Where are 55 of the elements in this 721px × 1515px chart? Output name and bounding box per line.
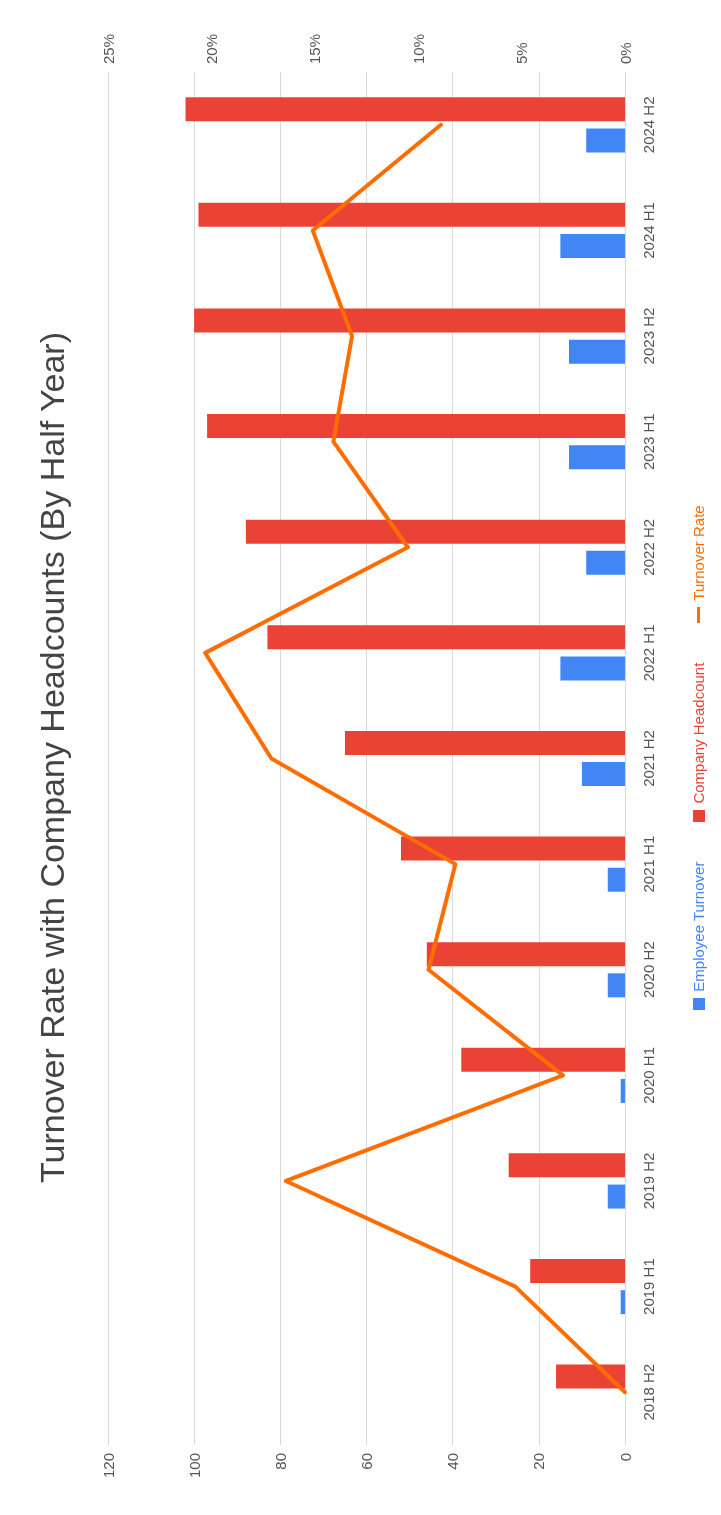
bar bbox=[560, 234, 625, 259]
x-tick-label: 80 bbox=[271, 1453, 289, 1470]
bar bbox=[620, 1290, 625, 1315]
bar bbox=[607, 1184, 625, 1209]
y-tick-label: 2019 H1 bbox=[640, 1258, 657, 1315]
text: Turnover Rate bbox=[690, 505, 707, 601]
y-tick-label: 2018 H2 bbox=[640, 1363, 657, 1421]
bar bbox=[400, 836, 625, 861]
y-tick-label: 2022 H1 bbox=[640, 624, 657, 682]
y-tick-label: 2024 H1 bbox=[640, 202, 657, 259]
bar bbox=[560, 656, 625, 681]
y-tick-label: 2020 H2 bbox=[640, 941, 657, 999]
bar bbox=[245, 519, 625, 544]
bar bbox=[508, 1153, 625, 1178]
bar bbox=[607, 973, 625, 998]
bar bbox=[581, 762, 625, 787]
text: Employee Turnover bbox=[690, 861, 707, 992]
x-tick-label: 120 bbox=[99, 1453, 117, 1479]
y-tick-label: 2022 H2 bbox=[640, 518, 657, 576]
bar bbox=[426, 942, 625, 967]
x-tick-label: 100 bbox=[185, 1453, 203, 1479]
text: Company Headcount bbox=[690, 662, 707, 804]
bar bbox=[556, 1364, 625, 1389]
bar bbox=[586, 550, 625, 575]
bar bbox=[198, 202, 625, 227]
bar bbox=[461, 1047, 625, 1072]
bar bbox=[620, 1078, 625, 1103]
x2-tick-label: 5% bbox=[513, 42, 531, 64]
bar bbox=[194, 308, 625, 333]
bar bbox=[568, 445, 625, 470]
bar bbox=[207, 414, 625, 439]
text: Turnover Rate with Company Headcounts (By Half Year) bbox=[33, 331, 71, 1184]
bar bbox=[607, 867, 625, 892]
bar bbox=[185, 97, 625, 122]
x-tick-label: 60 bbox=[358, 1453, 375, 1470]
y-tick-label: 2023 H2 bbox=[640, 307, 657, 365]
y-tick-label: 2024 H2 bbox=[640, 96, 657, 154]
x2-tick-label: 15% bbox=[306, 33, 324, 64]
x-tick-label: 20 bbox=[530, 1453, 548, 1470]
x2-tick-label: 0% bbox=[616, 42, 634, 64]
bar bbox=[568, 339, 625, 364]
y-tick-label: 2019 H2 bbox=[640, 1152, 657, 1210]
x-tick-label: 0 bbox=[616, 1453, 634, 1462]
x2-tick-label: 20% bbox=[202, 33, 220, 64]
bar bbox=[267, 625, 625, 650]
y-tick-label: 2020 H1 bbox=[640, 1046, 657, 1104]
x2-tick-label: 10% bbox=[409, 33, 427, 64]
bar bbox=[586, 128, 625, 153]
x2-tick-label: 25% bbox=[99, 33, 117, 64]
y-tick-label: 2023 H1 bbox=[640, 413, 657, 471]
x-tick-label: 40 bbox=[444, 1453, 462, 1470]
bar bbox=[344, 730, 625, 755]
y-tick-label: 2021 H2 bbox=[640, 730, 657, 787]
y-tick-label: 2021 H1 bbox=[640, 835, 657, 893]
bar bbox=[530, 1258, 625, 1283]
